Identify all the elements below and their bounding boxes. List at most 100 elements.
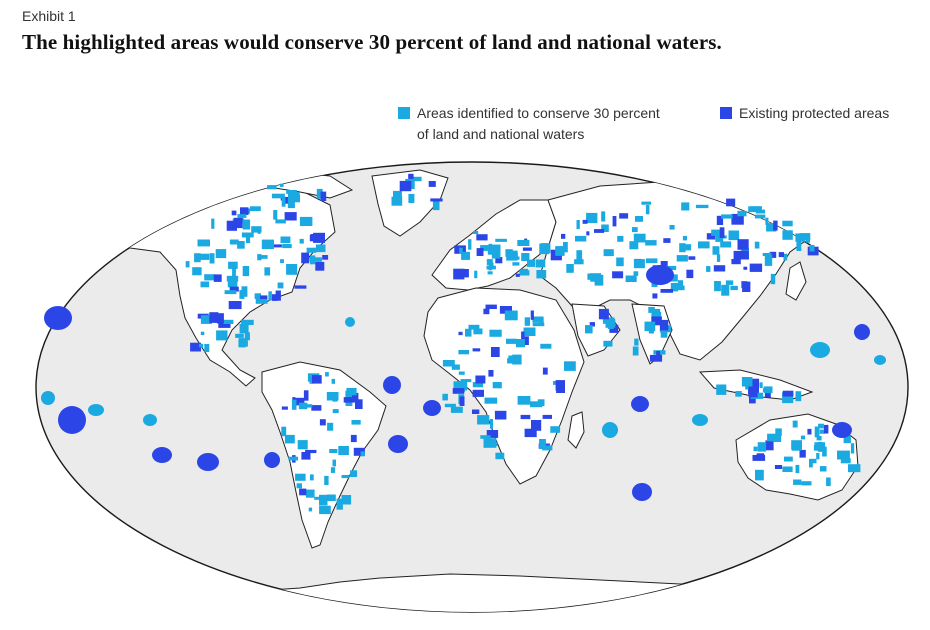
conservation-patch bbox=[542, 414, 552, 419]
conservation-patch bbox=[826, 477, 831, 487]
conservation-patch bbox=[393, 190, 402, 198]
conservation-patch bbox=[286, 264, 298, 275]
conservation-patch bbox=[520, 268, 528, 275]
conservation-patch bbox=[487, 271, 493, 275]
conservation-patch bbox=[575, 235, 587, 242]
conservation-patch bbox=[275, 290, 281, 301]
continent-antarctica bbox=[39, 573, 902, 612]
conservation-patch bbox=[532, 316, 544, 323]
conservation-patch bbox=[737, 210, 747, 217]
conservation-patch bbox=[490, 419, 493, 429]
conservation-patch bbox=[315, 244, 326, 253]
conservation-patch bbox=[582, 219, 588, 224]
conservation-patch bbox=[506, 250, 518, 261]
conservation-patch bbox=[223, 319, 234, 324]
conservation-patch bbox=[716, 215, 724, 225]
conservation-patch bbox=[745, 385, 750, 390]
conservation-patch bbox=[679, 243, 686, 253]
conservation-patch bbox=[332, 459, 336, 467]
conservation-patch bbox=[759, 382, 763, 389]
conservation-patch bbox=[489, 243, 493, 248]
conservation-patch bbox=[813, 445, 825, 451]
conservation-patch bbox=[819, 466, 827, 472]
conservation-patch bbox=[477, 415, 490, 425]
conservation-patch bbox=[196, 253, 210, 260]
conservation-patch bbox=[784, 456, 793, 462]
conservation-patch bbox=[458, 371, 465, 375]
conservation-patch bbox=[408, 193, 415, 203]
conservation-patch bbox=[764, 391, 771, 398]
conservation-patch bbox=[332, 409, 339, 414]
conservation-patch bbox=[329, 449, 338, 453]
conservation-patch bbox=[204, 344, 210, 353]
conservation-patch bbox=[625, 275, 637, 282]
conservation-patch bbox=[260, 255, 268, 259]
conservation-patch bbox=[609, 324, 619, 333]
conservation-patch bbox=[322, 255, 329, 260]
conservation-patch bbox=[576, 250, 583, 261]
conservation-patch bbox=[294, 285, 307, 289]
conservation-patch bbox=[282, 244, 292, 249]
conservation-patch bbox=[733, 250, 743, 260]
conservation-patch bbox=[346, 387, 357, 396]
conservation-patch bbox=[782, 230, 793, 240]
conservation-patch bbox=[712, 246, 720, 255]
conservation-patch bbox=[360, 451, 365, 457]
conservation-patch bbox=[680, 244, 692, 251]
conservation-patch bbox=[487, 442, 498, 446]
conservation-patch bbox=[226, 220, 237, 231]
conservation-patch bbox=[715, 232, 724, 242]
conservation-patch bbox=[524, 428, 537, 438]
conservation-patch bbox=[241, 286, 248, 297]
conservation-patch bbox=[327, 422, 334, 431]
conservation-patch bbox=[486, 259, 493, 266]
conservation-patch bbox=[200, 315, 212, 324]
conservation-patch bbox=[767, 433, 776, 442]
conservation-patch bbox=[555, 246, 565, 256]
conservation-patch bbox=[299, 238, 304, 244]
conservation-patch bbox=[486, 265, 496, 270]
marine-protected-area bbox=[423, 400, 441, 416]
conservation-patch bbox=[319, 494, 328, 506]
conservation-patch bbox=[660, 261, 668, 268]
conservation-patch bbox=[495, 238, 507, 242]
conservation-patch bbox=[483, 308, 490, 315]
conservation-patch bbox=[351, 420, 361, 425]
conservation-patch bbox=[491, 347, 500, 357]
conservation-patch bbox=[512, 262, 520, 266]
conservation-patch bbox=[284, 434, 295, 444]
conservation-patch bbox=[633, 271, 639, 276]
conservation-patch bbox=[766, 223, 777, 232]
conservation-patch bbox=[492, 382, 502, 389]
conservation-patch bbox=[816, 435, 822, 441]
conservation-patch bbox=[330, 467, 336, 473]
conservation-patch bbox=[228, 261, 238, 269]
conservation-patch bbox=[603, 249, 614, 257]
conservation-patch bbox=[652, 293, 658, 299]
conservation-patch bbox=[444, 403, 456, 408]
conservation-patch bbox=[341, 495, 352, 505]
conservation-patch bbox=[843, 435, 851, 444]
conservation-patch bbox=[822, 446, 827, 457]
conservation-patch bbox=[460, 379, 472, 383]
conservation-patch bbox=[737, 239, 749, 250]
conservation-patch bbox=[472, 389, 484, 397]
conservation-patch bbox=[314, 496, 322, 500]
conservation-patch bbox=[275, 219, 286, 224]
legend-label-identified-areas: Areas identified to conserve 30 percent … bbox=[417, 103, 660, 145]
conservation-patch bbox=[561, 233, 566, 239]
conservation-patch bbox=[295, 473, 306, 481]
conservation-patch bbox=[255, 297, 268, 304]
conservation-patch bbox=[601, 224, 609, 232]
conservation-patch bbox=[309, 234, 321, 242]
conservation-patch bbox=[410, 176, 422, 182]
legend-label-existing-protected: Existing protected areas bbox=[739, 105, 890, 121]
conservation-patch bbox=[807, 428, 812, 435]
conservation-patch bbox=[218, 320, 231, 328]
conservation-patch bbox=[585, 325, 593, 334]
conservation-patch bbox=[451, 364, 460, 370]
conservation-patch bbox=[391, 196, 403, 206]
landmass-madagascar bbox=[567, 411, 585, 449]
conservation-patch bbox=[272, 294, 278, 301]
